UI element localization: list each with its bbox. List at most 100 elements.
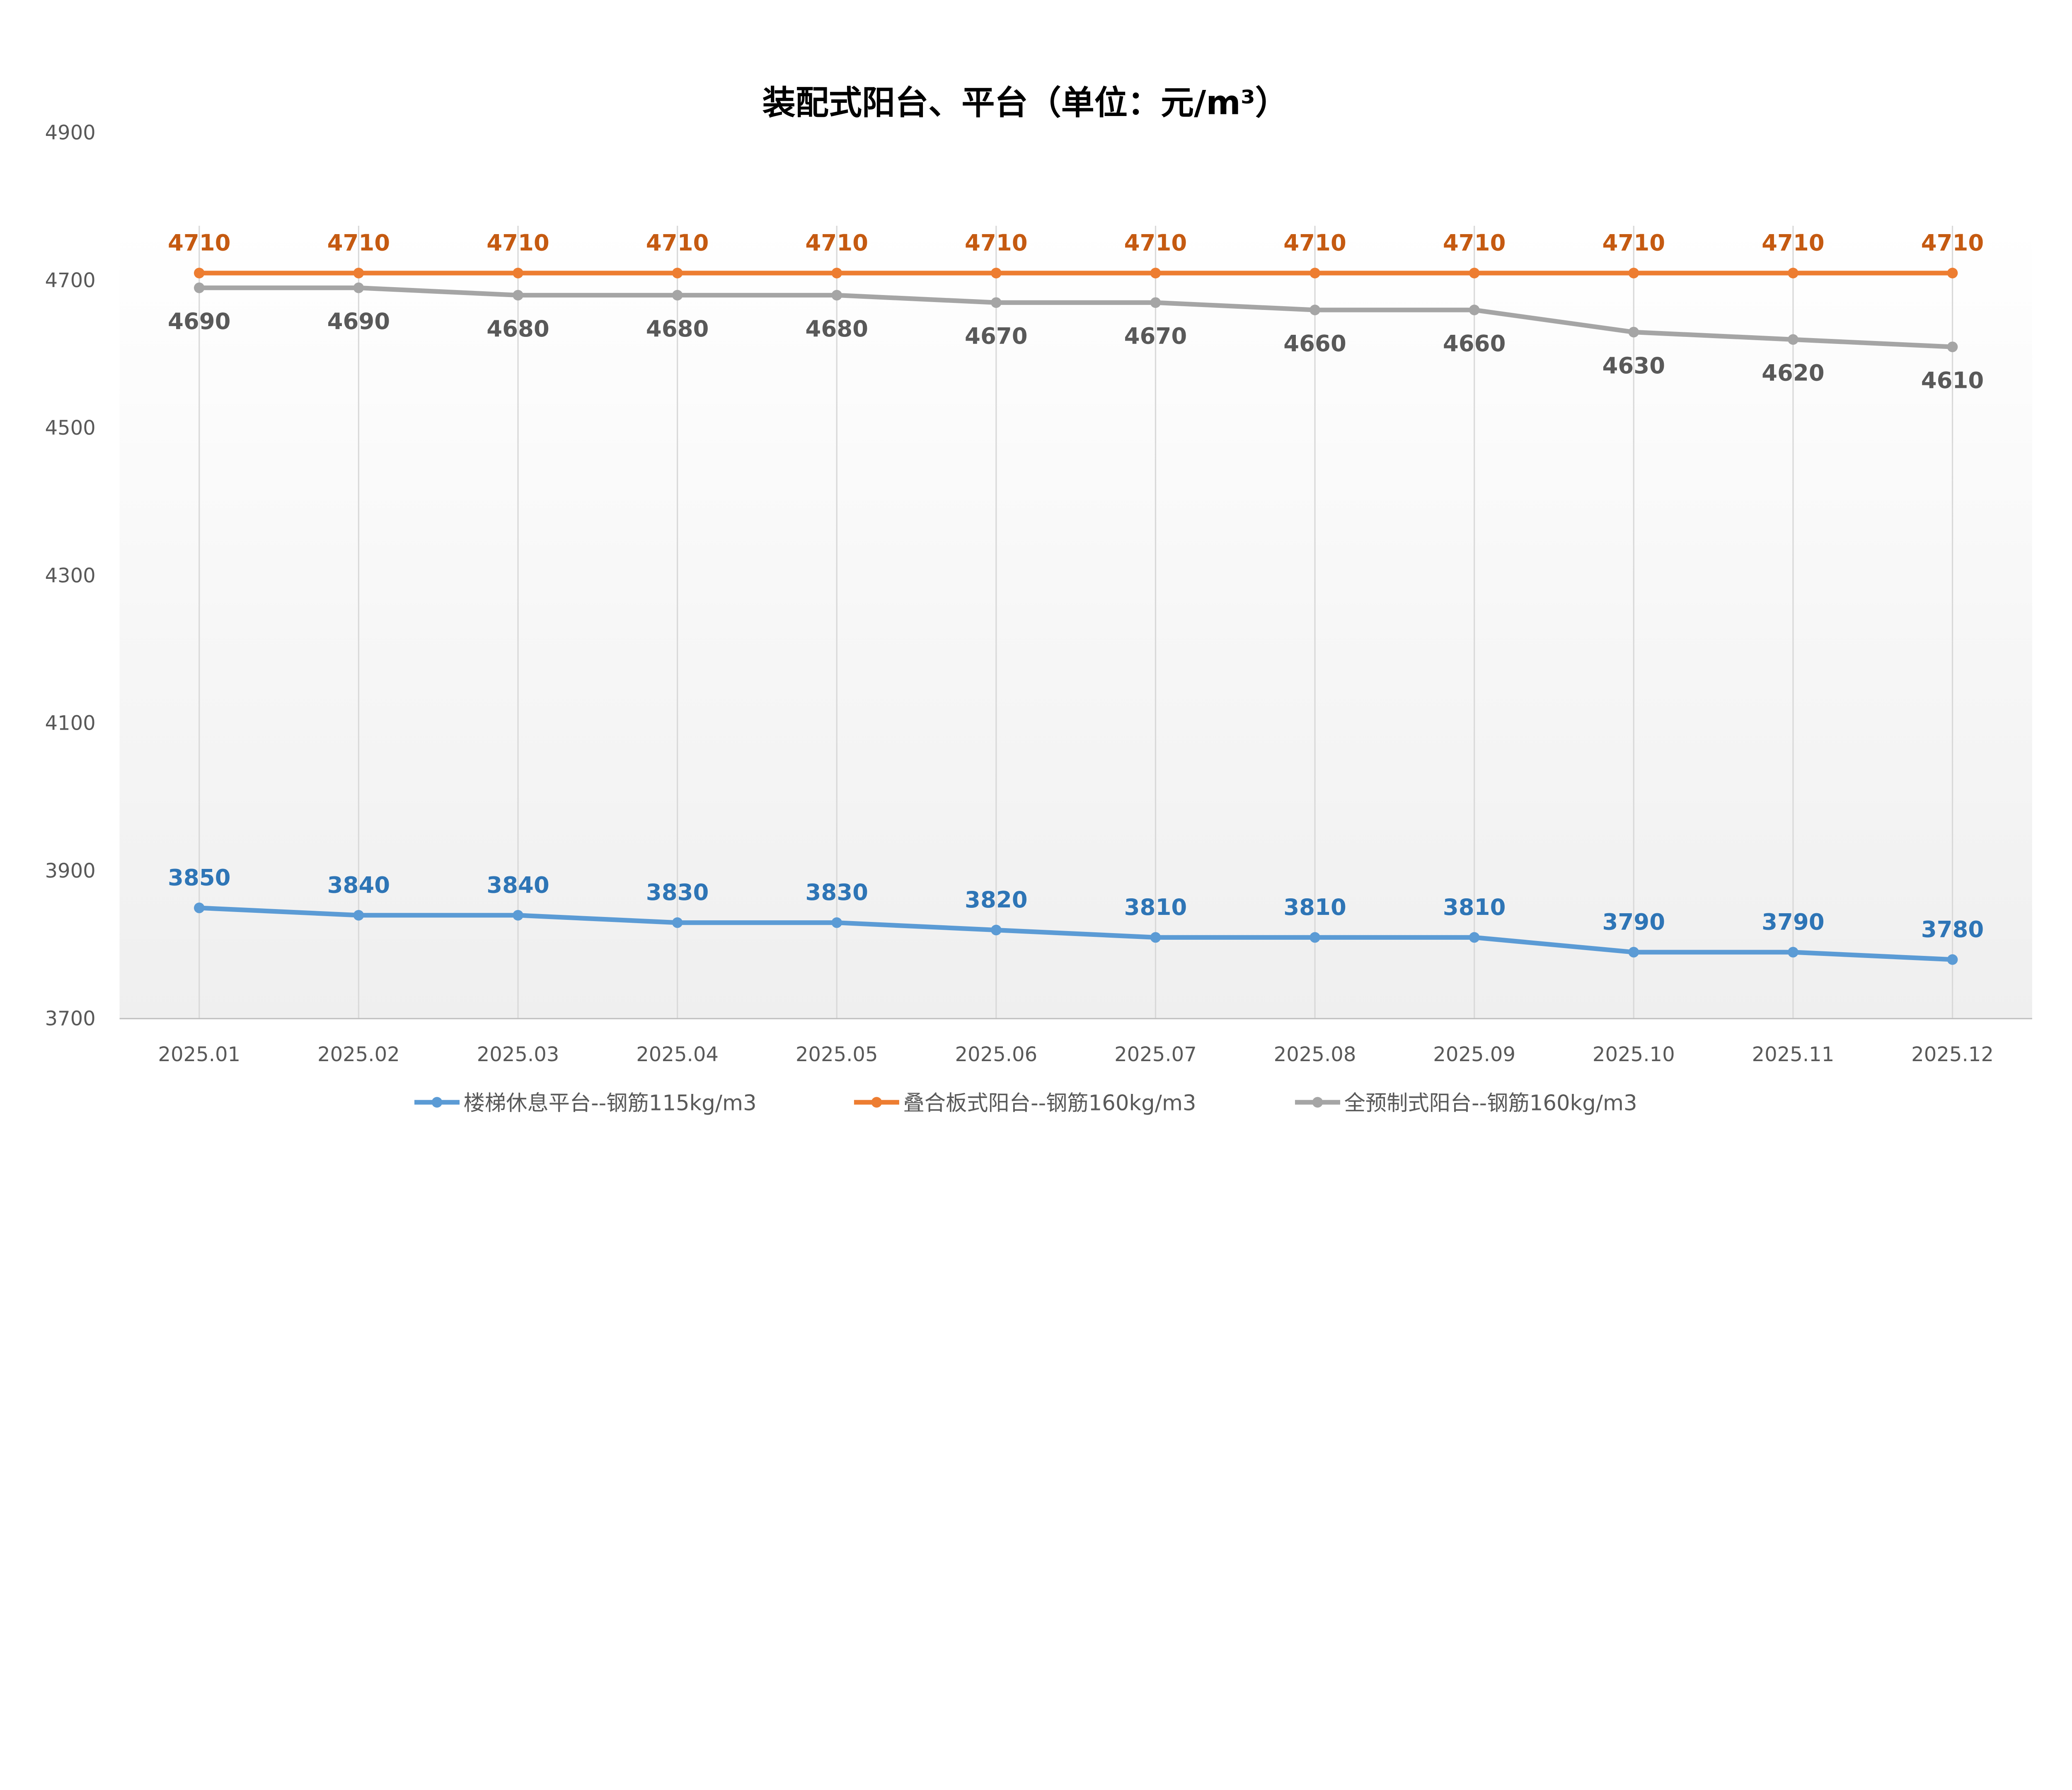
- data-label: 4660: [1283, 330, 1346, 356]
- data-label: 4680: [805, 315, 868, 342]
- data-point: [1310, 268, 1320, 278]
- data-label: 3830: [646, 879, 709, 905]
- data-label: 4690: [168, 308, 231, 334]
- data-label: 3840: [327, 871, 390, 898]
- data-point: [1947, 954, 1958, 965]
- data-label: 3790: [1602, 909, 1665, 935]
- data-label: 4710: [1283, 230, 1346, 256]
- data-label: 4710: [1602, 230, 1665, 256]
- y-tick-label: 4300: [45, 564, 95, 587]
- data-point: [513, 268, 523, 278]
- x-tick-label: 2025.05: [796, 1043, 878, 1066]
- legend-marker: [1312, 1097, 1323, 1108]
- y-tick-label: 3700: [45, 1007, 95, 1030]
- data-point: [831, 290, 842, 301]
- data-point: [194, 268, 205, 278]
- x-tick-label: 2025.10: [1593, 1043, 1675, 1066]
- data-label: 4710: [168, 230, 231, 256]
- data-point: [1469, 305, 1480, 315]
- data-label: 4670: [965, 323, 1028, 349]
- data-point: [672, 268, 683, 278]
- data-point: [1788, 268, 1798, 278]
- x-tick-label: 2025.11: [1752, 1043, 1835, 1066]
- data-label: 4610: [1921, 367, 1984, 394]
- data-point: [1469, 932, 1480, 943]
- data-point: [353, 268, 364, 278]
- x-tick-label: 2025.07: [1114, 1043, 1197, 1066]
- data-point: [194, 902, 205, 913]
- y-tick-label: 3900: [45, 859, 95, 883]
- data-label: 3810: [1283, 894, 1346, 920]
- data-point: [1628, 268, 1639, 278]
- y-tick-label: 4900: [45, 121, 95, 145]
- x-tick-label: 2025.09: [1433, 1043, 1515, 1066]
- data-label: 4630: [1602, 352, 1665, 379]
- data-label: 4710: [1124, 230, 1187, 256]
- data-label: 4710: [1762, 230, 1825, 256]
- data-point: [1788, 947, 1798, 958]
- data-label: 3790: [1762, 909, 1825, 935]
- data-label: 4620: [1762, 360, 1825, 386]
- data-label: 4710: [646, 230, 709, 256]
- data-point: [1310, 932, 1320, 943]
- data-label: 3830: [805, 879, 868, 905]
- x-tick-label: 2025.08: [1274, 1043, 1356, 1066]
- legend: 楼梯休息平台--钢筋115kg/m3 叠合板式阳台--钢筋160kg/m3 全预制式…: [414, 1091, 1637, 1115]
- y-axis: 3700 3900 4100 4300 4500 4700 4900: [45, 121, 95, 1030]
- data-point: [672, 917, 683, 928]
- data-point: [1150, 297, 1161, 308]
- series-group: 3850 3840 3840 3830 3830 3820 3810 3810 3810 3790…: [168, 230, 1984, 965]
- data-label: 4710: [965, 230, 1028, 256]
- series-2: 4690 4690 4680 4680 4680 4670 4670 4660 4660 4630…: [168, 282, 1984, 394]
- legend-marker: [431, 1097, 443, 1108]
- x-tick-label: 2025.06: [955, 1043, 1037, 1066]
- data-label: 3850: [168, 864, 231, 891]
- chart-title: 装配式阳台、平台（单位：元/m³）: [762, 84, 1288, 122]
- data-point: [1947, 341, 1958, 352]
- data-point: [353, 282, 364, 293]
- data-label: 4710: [805, 230, 868, 256]
- data-label: 3820: [965, 886, 1028, 913]
- data-point: [991, 268, 1002, 278]
- legend-label: 楼梯休息平台--钢筋115kg/m3: [464, 1091, 757, 1115]
- series-line: [199, 905, 1953, 962]
- data-point: [513, 910, 523, 921]
- data-point: [991, 297, 1002, 308]
- data-label: 4660: [1443, 330, 1506, 356]
- x-tick-label: 2025.04: [636, 1043, 719, 1066]
- data-label: 4710: [487, 230, 549, 256]
- data-point: [1947, 268, 1958, 278]
- data-label: 3810: [1124, 894, 1187, 920]
- legend-label: 全预制式阳台--钢筋160kg/m3: [1344, 1091, 1637, 1115]
- data-point: [831, 268, 842, 278]
- data-label: 3810: [1443, 894, 1506, 920]
- x-axis: 2025.01 2025.02 2025.03 2025.04 2025.05 2025.…: [119, 1018, 2032, 1066]
- y-tick-label: 4700: [45, 269, 95, 292]
- x-tick-label: 2025.02: [317, 1043, 400, 1066]
- data-point: [1788, 334, 1798, 345]
- line-chart: 装配式阳台、平台（单位：元/m³） 3700 3900 4100 4300 4500 47…: [45, 84, 2032, 1115]
- data-point: [831, 917, 842, 928]
- data-label: 4680: [487, 315, 549, 342]
- data-point: [1628, 327, 1639, 338]
- legend-item: 楼梯休息平台--钢筋115kg/m3: [414, 1091, 757, 1115]
- data-label: 4670: [1124, 323, 1187, 349]
- data-point: [672, 290, 683, 301]
- legend-label: 叠合板式阳台--钢筋160kg/m3: [903, 1091, 1196, 1115]
- y-tick-label: 4500: [45, 416, 95, 440]
- data-label: 4690: [327, 308, 390, 334]
- x-tick-label: 2025.03: [477, 1043, 559, 1066]
- data-point: [1628, 947, 1639, 958]
- data-label: 3840: [487, 871, 549, 898]
- legend-item: 叠合板式阳台--钢筋160kg/m3: [854, 1091, 1196, 1115]
- series-line: [199, 285, 1953, 349]
- data-point: [353, 910, 364, 921]
- x-tick-label: 2025.01: [158, 1043, 240, 1066]
- legend-item: 全预制式阳台--钢筋160kg/m3: [1295, 1091, 1637, 1115]
- data-point: [194, 282, 205, 293]
- data-point: [1150, 268, 1161, 278]
- series-0: 3850 3840 3840 3830 3830 3820 3810 3810 3810 3790…: [168, 864, 1984, 965]
- data-label: 4710: [1921, 230, 1984, 256]
- y-tick-label: 4100: [45, 712, 95, 735]
- data-label: 4710: [327, 230, 390, 256]
